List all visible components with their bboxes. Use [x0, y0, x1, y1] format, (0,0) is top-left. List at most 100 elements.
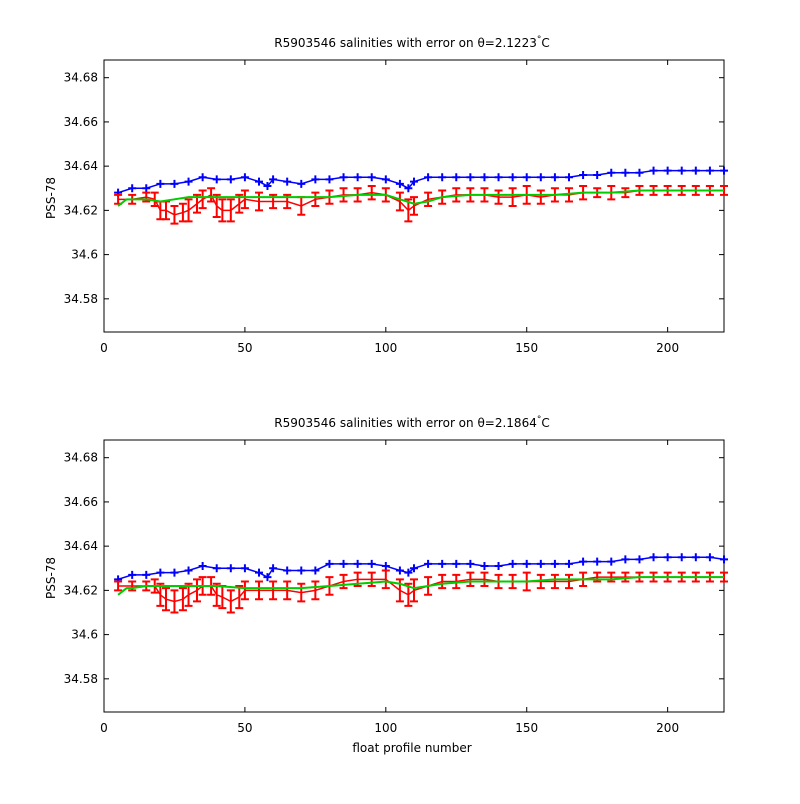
y-tick-label: 34.64	[64, 539, 98, 553]
data-point-blue	[283, 177, 292, 186]
x-tick-label: 50	[237, 721, 252, 735]
data-point-blue	[198, 173, 207, 182]
y-axis-label-bottom: PSS-78	[44, 557, 58, 599]
data-point-blue	[720, 555, 728, 564]
data-point-blue	[255, 568, 263, 577]
error-bar-red	[438, 573, 447, 590]
y-tick-label: 34.66	[64, 115, 98, 129]
error-bar-red	[184, 198, 193, 223]
error-bar-red	[114, 580, 123, 592]
data-point-blue	[283, 566, 292, 575]
data-point-blue	[649, 553, 658, 562]
error-bar-red	[283, 580, 292, 601]
data-point-blue	[494, 562, 503, 571]
error-bar-red	[297, 582, 306, 603]
error-bar-red	[297, 196, 306, 216]
data-point-blue	[550, 559, 559, 568]
error-bar-red	[339, 573, 348, 590]
x-tick-label: 150	[515, 721, 538, 735]
error-bar-red	[240, 580, 249, 601]
data-point-blue	[424, 559, 433, 568]
data-point-blue	[395, 179, 404, 188]
data-point-blue	[536, 173, 545, 182]
data-point-blue	[480, 173, 489, 182]
data-point-blue	[128, 184, 137, 193]
data-point-blue	[226, 175, 235, 184]
error-bar-red	[565, 573, 573, 590]
data-point-blue	[565, 559, 573, 568]
data-point-blue	[438, 173, 447, 182]
data-point-blue	[579, 170, 588, 179]
data-point-blue	[297, 179, 306, 188]
series-blue-line	[117, 556, 725, 581]
data-point-blue	[522, 173, 531, 182]
data-point-blue	[691, 166, 700, 175]
error-bar-red	[170, 204, 179, 225]
data-point-blue	[381, 562, 390, 571]
x-axis-label: float profile number	[352, 741, 471, 755]
error-bar-red	[410, 196, 418, 216]
data-point-blue	[677, 553, 686, 562]
error-bar-red	[311, 191, 320, 207]
series-red-line	[118, 576, 724, 603]
y-axis-label-top: PSS-78	[44, 177, 58, 219]
data-point-blue	[452, 173, 461, 182]
data-point-blue	[410, 564, 418, 573]
data-point-blue	[255, 177, 263, 186]
error-bar-red	[212, 193, 221, 219]
y-tick-label: 34.6	[71, 248, 98, 262]
error-bar-red	[240, 189, 249, 210]
error-bar-red	[508, 187, 517, 207]
y-tick-label: 34.6	[71, 628, 98, 642]
data-point-blue	[466, 173, 475, 182]
error-bar-red	[536, 189, 545, 205]
data-point-blue	[212, 175, 221, 184]
error-bar-red	[424, 191, 433, 207]
data-point-blue	[128, 570, 137, 579]
x-tick-label: 0	[100, 721, 108, 735]
data-point-blue	[508, 559, 517, 568]
data-point-blue	[536, 559, 545, 568]
data-point-blue	[593, 557, 602, 566]
data-point-blue	[720, 166, 728, 175]
data-point-blue	[691, 553, 700, 562]
error-bar-red	[255, 580, 263, 601]
data-point-blue	[353, 173, 362, 182]
y-tick-label: 34.68	[64, 71, 98, 85]
data-point-blue	[198, 562, 207, 571]
axes-frame	[103, 59, 725, 333]
y-tick-label: 34.62	[64, 203, 98, 217]
error-bar-red	[170, 589, 179, 614]
x-tick-label: 0	[100, 341, 108, 355]
data-point-blue	[339, 173, 348, 182]
error-bar-red	[480, 571, 489, 587]
data-point-blue	[297, 566, 306, 575]
y-tick-label: 34.58	[64, 672, 98, 686]
axes-frame	[103, 439, 725, 713]
data-point-blue	[550, 173, 559, 182]
data-point-blue	[170, 179, 179, 188]
error-bar-red	[235, 584, 244, 610]
data-point-blue	[404, 184, 413, 193]
error-bar-red	[410, 578, 418, 603]
data-point-blue	[607, 557, 616, 566]
error-bar-red	[255, 191, 263, 212]
data-point-blue	[381, 175, 390, 184]
error-bar-red	[311, 580, 320, 601]
error-bar-red	[156, 582, 165, 607]
data-point-blue	[635, 168, 644, 177]
x-tick-label: 100	[374, 721, 397, 735]
data-point-blue	[663, 553, 672, 562]
data-point-blue	[263, 573, 272, 582]
series-blue-line	[117, 169, 724, 194]
data-point-blue	[494, 173, 503, 182]
data-point-blue	[621, 555, 630, 564]
data-point-blue	[452, 559, 461, 568]
data-point-blue	[677, 166, 686, 175]
data-point-blue	[410, 177, 418, 186]
error-bar-red	[367, 571, 376, 587]
series-green-line	[117, 576, 724, 596]
x-tick-label: 50	[237, 341, 252, 355]
